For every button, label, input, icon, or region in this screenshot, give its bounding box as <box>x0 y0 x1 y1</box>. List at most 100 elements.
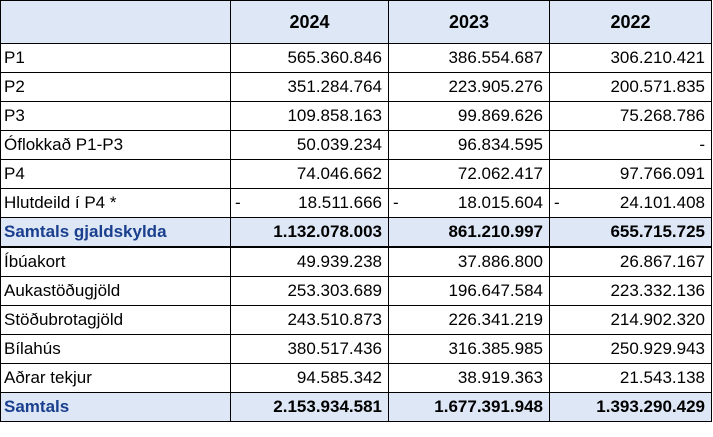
value-cell: 97.766.091 <box>549 159 712 189</box>
value-text: 565.360.846 <box>287 48 382 67</box>
value-cell: 109.858.163 <box>230 101 389 131</box>
row-label: Aðrar tekjur <box>0 363 231 393</box>
value-cell: - 18.015.604 <box>388 188 550 218</box>
value-text: 97.766.091 <box>619 164 705 183</box>
value-cell: 386.554.687 <box>388 43 550 73</box>
revenue-table: 2024 2023 2022 P1 565.360.846 386.554.687 3… <box>0 0 712 422</box>
value-cell: 380.517.436 <box>230 334 389 364</box>
value-text: 21.543.138 <box>619 368 705 387</box>
row-label: Óflokkað P1-P3 <box>0 130 231 160</box>
row-label: P3 <box>0 101 231 131</box>
table-body: P1 565.360.846 386.554.687 306.210.421 P2 351… <box>0 43 712 422</box>
value-cell: 99.869.626 <box>388 101 550 131</box>
table-row: Íbúakort 49.939.238 37.886.800 26.867.167 <box>0 246 712 277</box>
header-year-2023: 2023 <box>388 0 550 44</box>
row-label: Aukastöðugjöld <box>0 276 231 306</box>
value-cell: 226.341.219 <box>388 305 550 335</box>
value-cell: 306.210.421 <box>549 43 712 73</box>
value-text: 196.647.584 <box>448 281 543 300</box>
value-text: 351.284.764 <box>287 77 382 96</box>
value-cell: 223.905.276 <box>388 72 550 102</box>
value-cell: 72.062.417 <box>388 159 550 189</box>
value-cell: 37.886.800 <box>388 246 550 277</box>
value-text: 316.385.985 <box>448 339 543 358</box>
value-cell: 1.132.078.003 <box>230 217 389 248</box>
value-cell: 316.385.985 <box>388 334 550 364</box>
value-cell: 200.571.835 <box>549 72 712 102</box>
row-label: Samtals <box>0 392 231 422</box>
value-text: 214.902.320 <box>610 310 705 329</box>
value-text: 74.046.662 <box>296 164 382 183</box>
value-text: 37.886.800 <box>457 252 543 271</box>
value-text: 386.554.687 <box>448 48 543 67</box>
value-text: 306.210.421 <box>610 48 705 67</box>
value-cell: 74.046.662 <box>230 159 389 189</box>
negative-sign: - <box>235 193 241 212</box>
value-cell: 26.867.167 <box>549 246 712 277</box>
value-cell: 49.939.238 <box>230 246 389 277</box>
value-cell: 253.303.689 <box>230 276 389 306</box>
negative-sign: - <box>393 193 399 212</box>
value-text: 24.101.408 <box>619 193 705 212</box>
row-label: Íbúakort <box>0 246 231 277</box>
row-label: Hlutdeild í P4 * <box>0 188 231 218</box>
total-row: Samtals gjaldskylda 1.132.078.003 861.210.… <box>0 217 712 248</box>
value-cell: 38.919.363 <box>388 363 550 393</box>
value-cell: 94.585.342 <box>230 363 389 393</box>
value-text: 243.510.873 <box>287 310 382 329</box>
value-text: 1.677.391.948 <box>434 397 543 416</box>
value-text: 50.039.234 <box>296 135 382 154</box>
value-cell: 223.332.136 <box>549 276 712 306</box>
value-cell: 250.929.943 <box>549 334 712 364</box>
value-text: 1.132.078.003 <box>273 222 382 241</box>
value-text: 75.268.786 <box>619 106 705 125</box>
header-row: 2024 2023 2022 <box>0 0 712 44</box>
value-text: 96.834.595 <box>457 135 543 154</box>
value-text: 38.919.363 <box>457 368 543 387</box>
total-row: Samtals 2.153.934.581 1.677.391.948 1.393.2… <box>0 392 712 422</box>
value-text: 223.905.276 <box>448 77 543 96</box>
value-text: 18.015.604 <box>457 193 543 212</box>
table-row: Aðrar tekjur 94.585.342 38.919.363 21.543.1… <box>0 363 712 393</box>
value-text: 99.869.626 <box>457 106 543 125</box>
value-cell: 1.677.391.948 <box>388 392 550 422</box>
value-text: 72.062.417 <box>457 164 543 183</box>
row-label: P1 <box>0 43 231 73</box>
value-text: 380.517.436 <box>287 339 382 358</box>
value-text: 1.393.290.429 <box>596 397 705 416</box>
value-text: 26.867.167 <box>619 252 705 271</box>
table-row: Bílahús 380.517.436 316.385.985 250.929.943 <box>0 334 712 364</box>
header-year-2024: 2024 <box>230 0 389 44</box>
table-row: Óflokkað P1-P3 50.039.234 96.834.595 - <box>0 130 712 160</box>
value-text: 2.153.934.581 <box>273 397 382 416</box>
value-cell: - 18.511.666 <box>230 188 389 218</box>
row-label: Stöðubrotagjöld <box>0 305 231 335</box>
row-label: Samtals gjaldskylda <box>0 217 231 248</box>
row-label: P2 <box>0 72 231 102</box>
row-label: P4 <box>0 159 231 189</box>
value-cell: 243.510.873 <box>230 305 389 335</box>
value-cell: 75.268.786 <box>549 101 712 131</box>
value-cell: 50.039.234 <box>230 130 389 160</box>
table-row: Aukastöðugjöld 253.303.689 196.647.584 223.… <box>0 276 712 306</box>
value-text: 200.571.835 <box>610 77 705 96</box>
value-cell: 1.393.290.429 <box>549 392 712 422</box>
value-cell: - 24.101.408 <box>549 188 712 218</box>
value-cell: 21.543.138 <box>549 363 712 393</box>
revenue-table-wrapper: 2024 2023 2022 P1 565.360.846 386.554.687 3… <box>0 0 712 422</box>
value-text: 94.585.342 <box>296 368 382 387</box>
value-cell: 351.284.764 <box>230 72 389 102</box>
value-cell: 565.360.846 <box>230 43 389 73</box>
value-text: 18.511.666 <box>298 193 382 212</box>
value-cell: 655.715.725 <box>549 217 712 248</box>
value-cell: 196.647.584 <box>388 276 550 306</box>
table-row: P1 565.360.846 386.554.687 306.210.421 <box>0 43 712 73</box>
value-text: 226.341.219 <box>448 310 543 329</box>
value-cell: - <box>549 130 712 160</box>
header-blank-cell <box>0 0 231 44</box>
negative-sign: - <box>554 193 560 212</box>
value-cell: 861.210.997 <box>388 217 550 248</box>
table-row: Stöðubrotagjöld 243.510.873 226.341.219 214… <box>0 305 712 335</box>
table-row: P3 109.858.163 99.869.626 75.268.786 <box>0 101 712 131</box>
value-text: 250.929.943 <box>610 339 705 358</box>
